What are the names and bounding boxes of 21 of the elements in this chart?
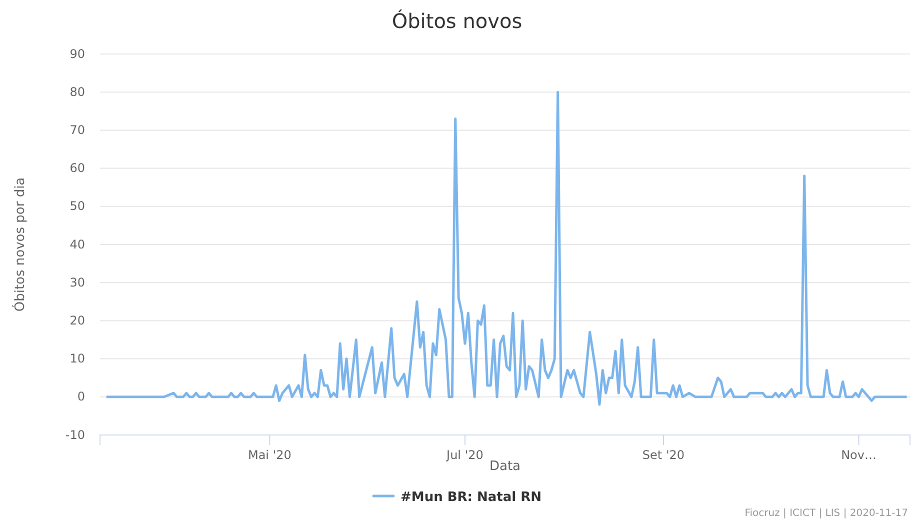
y-tick-label: 50 bbox=[70, 199, 85, 214]
x-tick-label: Jul '20 bbox=[446, 448, 484, 462]
y-tick-label: 70 bbox=[70, 123, 85, 138]
x-tick-label: Nov… bbox=[841, 448, 876, 462]
x-tick-label: Mai '20 bbox=[248, 448, 292, 462]
x-axis-title: Data bbox=[489, 459, 521, 474]
y-tick-label: 10 bbox=[70, 352, 85, 366]
x-tick-label: Set '20 bbox=[642, 448, 685, 462]
y-tick-label: 80 bbox=[70, 84, 85, 99]
legend-label: #Mun BR: Natal RN bbox=[400, 490, 542, 505]
text: Fiocruz | ICICT | LIS | 2020-11-17 bbox=[744, 508, 908, 519]
y-tick-label: 90 bbox=[70, 46, 85, 61]
y-tick-label: 30 bbox=[70, 275, 85, 290]
chart-title: Óbitos novos bbox=[392, 9, 522, 33]
y-tick-label: 20 bbox=[70, 314, 85, 328]
y-tick-label: 60 bbox=[70, 161, 85, 176]
y-tick-label: 0 bbox=[77, 390, 85, 404]
y-tick-label: -10 bbox=[65, 428, 85, 442]
y-axis-title: Óbitos novos por dia bbox=[11, 177, 28, 312]
y-tick-label: 40 bbox=[70, 237, 85, 252]
line-series bbox=[105, 90, 908, 406]
